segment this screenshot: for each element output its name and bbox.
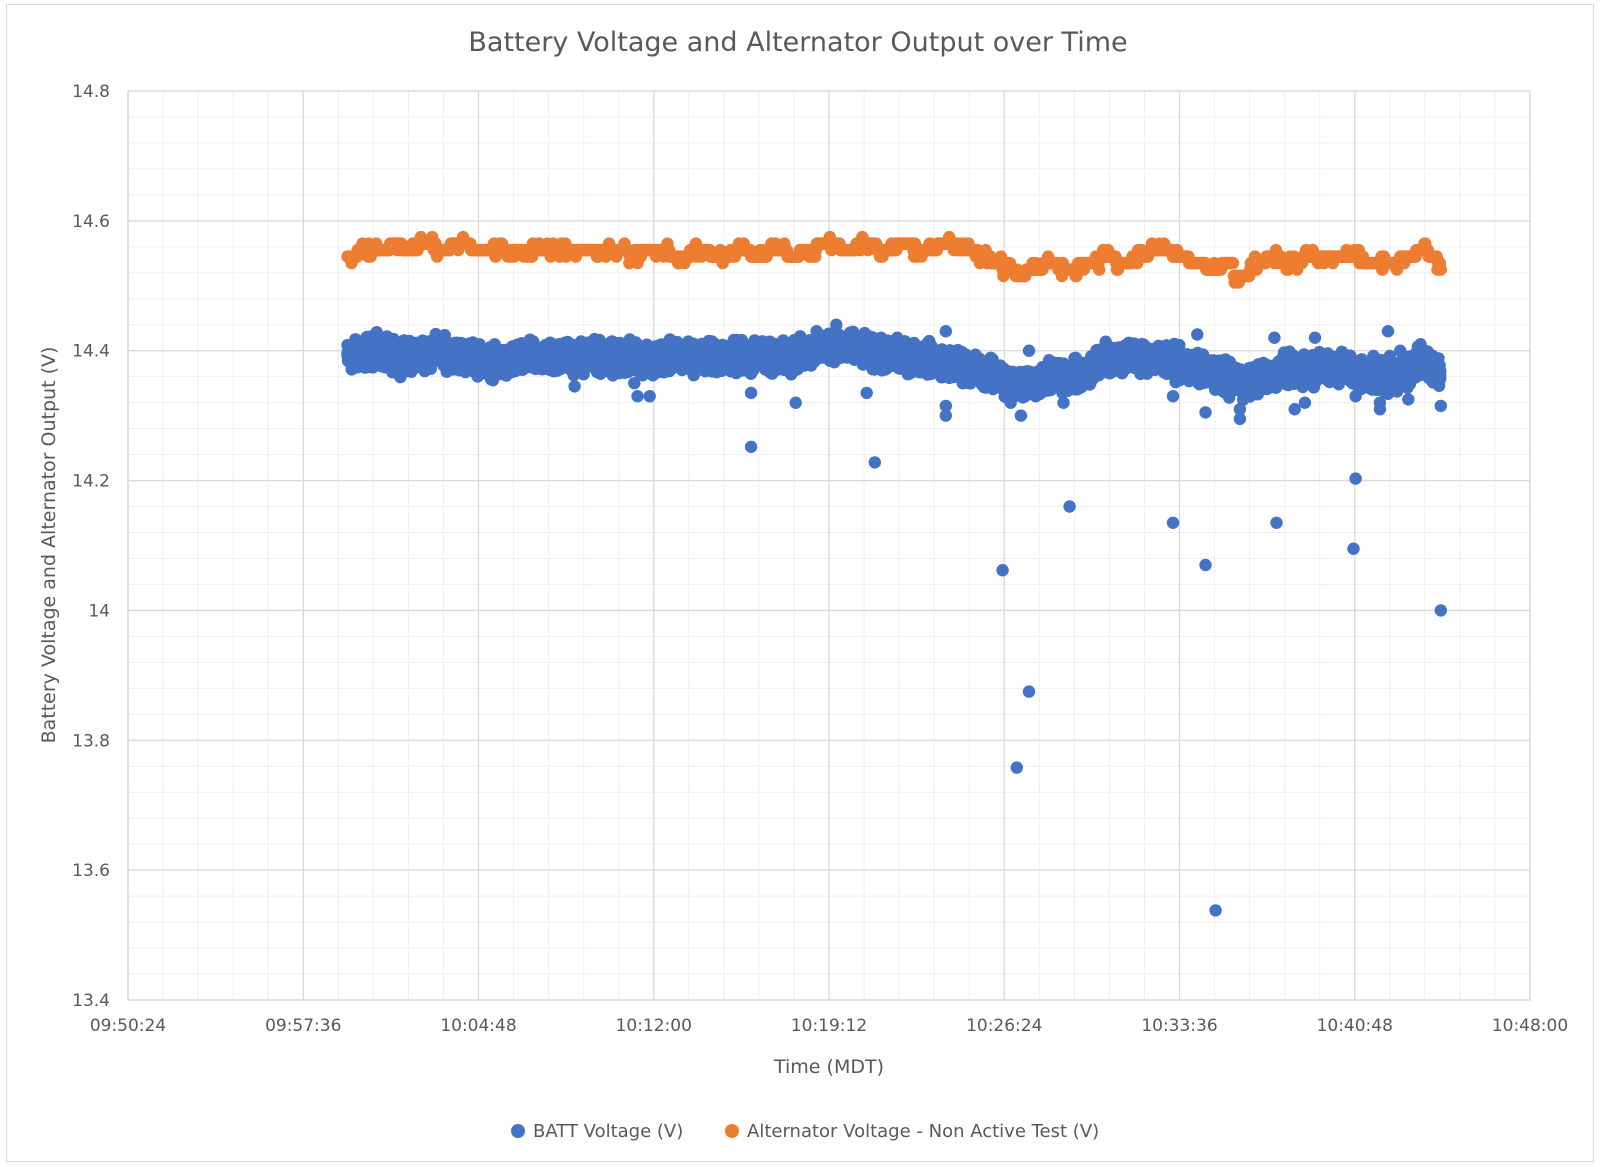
plot-area-border <box>127 90 1531 1001</box>
chart-frame <box>6 4 1594 1162</box>
batt-voltage-series <box>341 318 1448 917</box>
plot-area <box>127 90 1531 1001</box>
